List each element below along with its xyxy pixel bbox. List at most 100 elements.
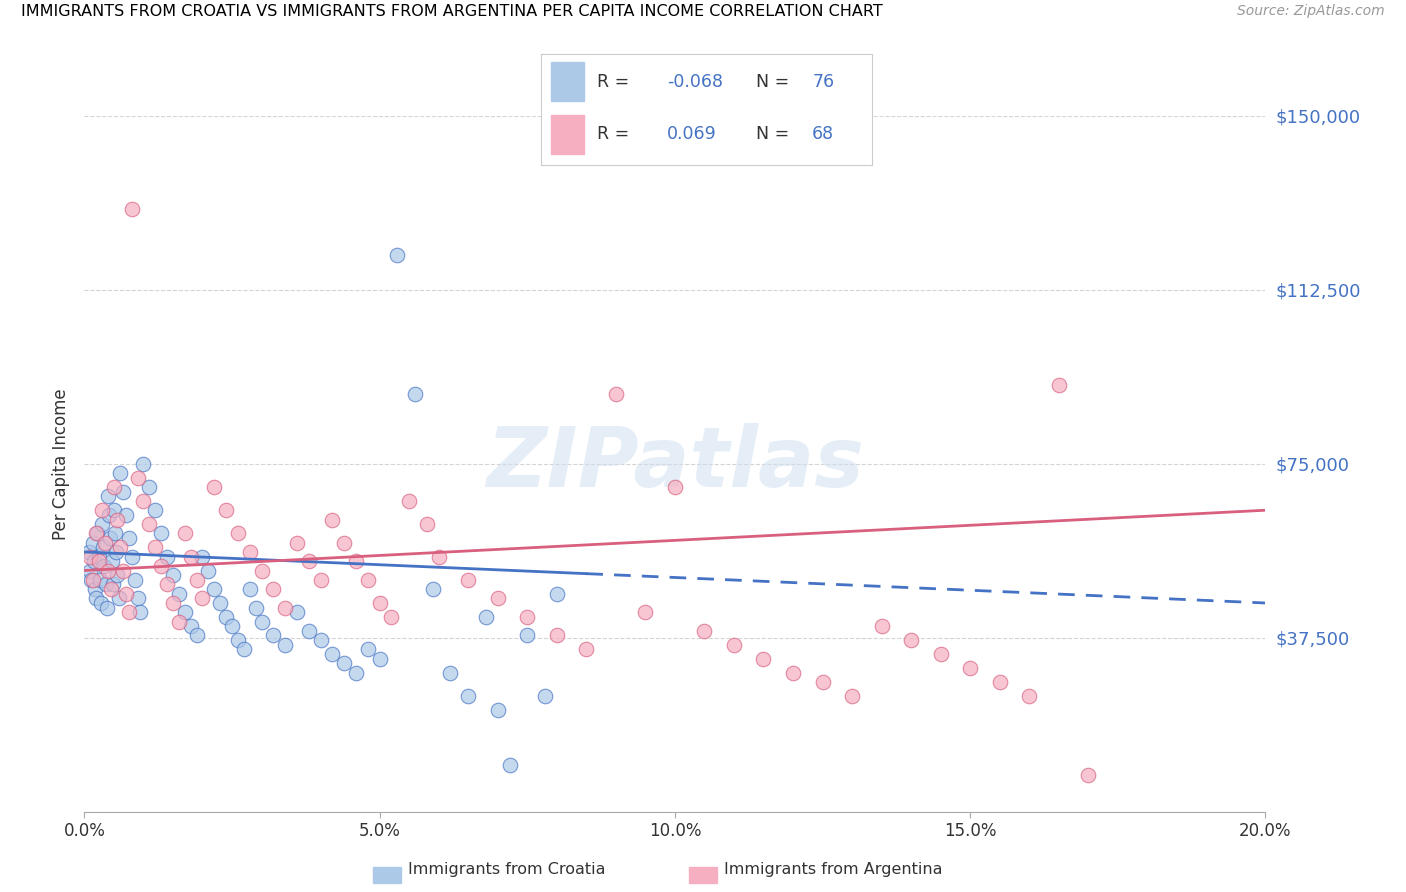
- Point: [250, 564, 273, 578]
- Point: [124, 573, 146, 587]
- Point: [427, 549, 450, 564]
- Point: [129, 605, 152, 619]
- Point: [191, 591, 214, 606]
- Point: [104, 526, 127, 541]
- Point: [186, 628, 208, 642]
- Point: [143, 503, 166, 517]
- Point: [143, 541, 166, 555]
- Point: [77, 545, 100, 559]
- Point: [357, 642, 380, 657]
- Point: [486, 591, 509, 606]
- Point: [138, 480, 160, 494]
- Text: R =: R =: [598, 73, 636, 91]
- Point: [93, 558, 115, 573]
- Point: [333, 657, 356, 671]
- Point: [167, 615, 190, 629]
- Point: [1018, 689, 1040, 703]
- Point: [226, 633, 249, 648]
- Point: [416, 517, 439, 532]
- Point: [333, 535, 356, 549]
- Point: [132, 457, 155, 471]
- Point: [191, 549, 214, 564]
- Point: [132, 494, 155, 508]
- Text: IMMIGRANTS FROM CROATIA VS IMMIGRANTS FROM ARGENTINA PER CAPITA INCOME CORRELATI: IMMIGRANTS FROM CROATIA VS IMMIGRANTS FR…: [21, 4, 883, 20]
- Text: 76: 76: [813, 73, 834, 91]
- Text: Source: ZipAtlas.com: Source: ZipAtlas.com: [1237, 4, 1385, 19]
- Point: [546, 628, 568, 642]
- Text: 0.069: 0.069: [666, 126, 717, 144]
- Point: [84, 591, 107, 606]
- Point: [84, 526, 107, 541]
- Point: [108, 466, 131, 480]
- Point: [1077, 767, 1099, 781]
- Point: [105, 545, 128, 559]
- Point: [387, 248, 409, 262]
- Point: [87, 549, 110, 564]
- Point: [1047, 378, 1070, 392]
- Point: [841, 689, 863, 703]
- Point: [197, 564, 219, 578]
- Point: [232, 642, 254, 657]
- Point: [114, 587, 136, 601]
- Point: [105, 512, 128, 526]
- Point: [173, 605, 195, 619]
- Point: [239, 582, 262, 596]
- Point: [86, 526, 108, 541]
- Point: [90, 596, 112, 610]
- Point: [344, 554, 367, 568]
- Point: [150, 526, 173, 541]
- Point: [107, 568, 129, 582]
- Point: [114, 508, 136, 522]
- Point: [309, 573, 332, 587]
- Point: [101, 577, 124, 591]
- Point: [215, 610, 238, 624]
- Point: [498, 758, 520, 772]
- Point: [439, 665, 461, 680]
- Point: [250, 615, 273, 629]
- Text: Immigrants from Argentina: Immigrants from Argentina: [724, 863, 942, 877]
- Point: [89, 573, 111, 587]
- Point: [84, 582, 107, 596]
- Point: [108, 541, 131, 555]
- Point: [91, 541, 114, 555]
- Point: [221, 619, 243, 633]
- Point: [664, 480, 686, 494]
- Point: [274, 638, 297, 652]
- Point: [404, 387, 426, 401]
- Point: [97, 489, 120, 503]
- Point: [262, 582, 284, 596]
- Point: [167, 587, 190, 601]
- Text: -0.068: -0.068: [666, 73, 723, 91]
- Point: [782, 665, 804, 680]
- Point: [202, 582, 225, 596]
- Point: [180, 619, 202, 633]
- Point: [91, 503, 114, 517]
- Point: [118, 531, 141, 545]
- Point: [245, 600, 267, 615]
- Point: [94, 535, 117, 549]
- Y-axis label: Per Capita Income: Per Capita Income: [52, 388, 70, 540]
- Point: [103, 503, 125, 517]
- Point: [357, 573, 380, 587]
- Text: N =: N =: [756, 126, 794, 144]
- Point: [79, 549, 101, 564]
- Point: [605, 387, 627, 401]
- Point: [575, 642, 598, 657]
- Point: [988, 674, 1011, 689]
- Point: [202, 480, 225, 494]
- Point: [285, 535, 308, 549]
- Point: [156, 577, 179, 591]
- Point: [186, 573, 208, 587]
- Point: [87, 554, 111, 568]
- Text: R =: R =: [598, 126, 641, 144]
- Point: [226, 526, 249, 541]
- Point: [929, 647, 952, 661]
- Text: 68: 68: [813, 126, 834, 144]
- Point: [516, 610, 538, 624]
- Point: [298, 624, 321, 638]
- Point: [870, 619, 893, 633]
- Point: [422, 582, 444, 596]
- Point: [239, 545, 262, 559]
- Bar: [551, 62, 585, 102]
- Point: [321, 647, 343, 661]
